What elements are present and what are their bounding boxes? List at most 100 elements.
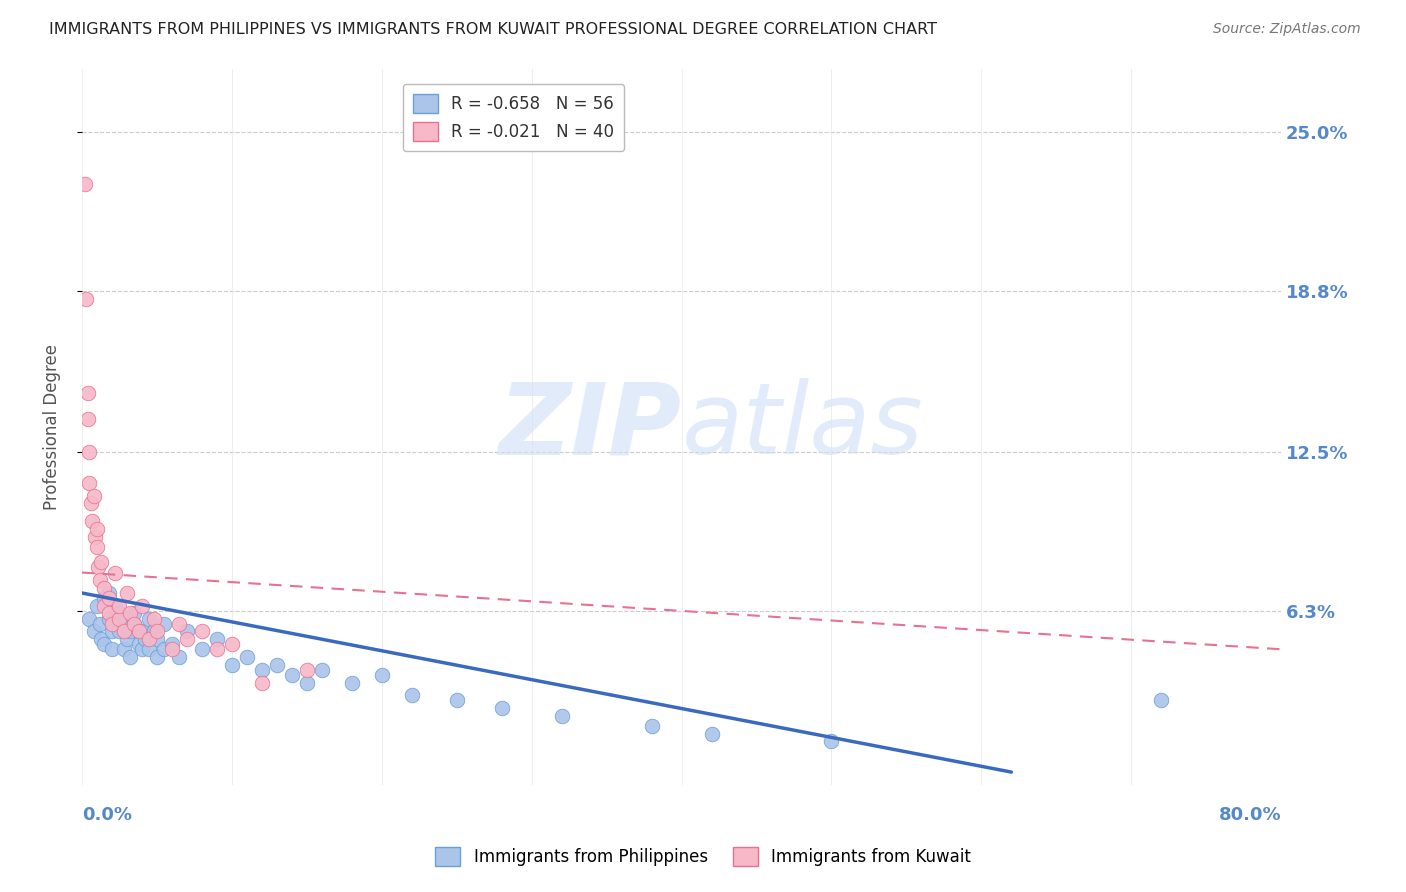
Text: 0.0%: 0.0% [82, 806, 132, 824]
Point [446, 693, 468, 707]
Point [146, 632, 169, 646]
Point [160, 637, 183, 651]
Point [131, 599, 153, 613]
Point [371, 668, 394, 682]
Point [124, 616, 146, 631]
Point [108, 611, 131, 625]
Point [108, 607, 131, 621]
Point [82, 514, 104, 528]
Point [491, 701, 513, 715]
Point [77, 412, 100, 426]
Point [115, 632, 138, 646]
Point [295, 663, 318, 677]
Point [128, 624, 150, 639]
Point [1150, 693, 1173, 707]
Point [101, 642, 124, 657]
Point [90, 555, 112, 569]
Point [146, 624, 169, 639]
Point [138, 642, 160, 657]
Point [108, 599, 131, 613]
Point [104, 566, 127, 580]
Legend: Immigrants from Philippines, Immigrants from Kuwait: Immigrants from Philippines, Immigrants … [429, 840, 977, 873]
Point [221, 637, 243, 651]
Point [118, 607, 141, 621]
Text: Source: ZipAtlas.com: Source: ZipAtlas.com [1213, 22, 1361, 37]
Point [77, 386, 100, 401]
Point [250, 675, 273, 690]
Point [75, 292, 97, 306]
Point [86, 540, 108, 554]
Point [176, 632, 198, 646]
Point [281, 668, 304, 682]
Point [73, 177, 96, 191]
Text: 80.0%: 80.0% [1219, 806, 1281, 824]
Point [205, 642, 228, 657]
Point [90, 632, 112, 646]
Point [84, 530, 107, 544]
Point [401, 689, 423, 703]
Text: IMMIGRANTS FROM PHILIPPINES VS IMMIGRANTS FROM KUWAIT PROFESSIONAL DEGREE CORREL: IMMIGRANTS FROM PHILIPPINES VS IMMIGRANT… [49, 22, 938, 37]
Point [250, 663, 273, 677]
Point [118, 649, 141, 664]
Point [205, 632, 228, 646]
Point [153, 642, 176, 657]
Y-axis label: Professional Degree: Professional Degree [44, 343, 60, 509]
Point [340, 675, 363, 690]
Legend: R = -0.658   N = 56, R = -0.021   N = 40: R = -0.658 N = 56, R = -0.021 N = 40 [404, 84, 624, 151]
Point [115, 611, 138, 625]
Point [112, 642, 135, 657]
Point [128, 637, 150, 651]
Point [86, 599, 108, 613]
Point [79, 445, 101, 459]
Point [89, 616, 111, 631]
Point [115, 586, 138, 600]
Point [142, 611, 165, 625]
Point [86, 522, 108, 536]
Point [124, 607, 146, 621]
Point [640, 719, 662, 733]
Point [146, 649, 169, 664]
Point [104, 599, 127, 613]
Point [700, 727, 723, 741]
Point [142, 624, 165, 639]
Point [79, 611, 101, 625]
Point [153, 616, 176, 631]
Point [112, 616, 135, 631]
Point [97, 611, 120, 625]
Point [93, 591, 115, 606]
Point [221, 657, 243, 672]
Point [169, 616, 191, 631]
Point [93, 599, 115, 613]
Point [191, 642, 214, 657]
Point [266, 657, 288, 672]
Point [112, 624, 135, 639]
Point [550, 708, 572, 723]
Point [104, 611, 127, 625]
Text: atlas: atlas [682, 378, 924, 475]
Point [97, 591, 120, 606]
Point [131, 642, 153, 657]
Point [80, 496, 103, 510]
Point [97, 586, 120, 600]
Point [131, 624, 153, 639]
Point [295, 675, 318, 690]
Point [176, 624, 198, 639]
Point [236, 649, 259, 664]
Point [101, 616, 124, 631]
Point [820, 734, 842, 748]
Point [169, 649, 191, 664]
Point [118, 624, 141, 639]
Text: ZIP: ZIP [499, 378, 682, 475]
Point [311, 663, 333, 677]
Point [124, 616, 146, 631]
Point [93, 581, 115, 595]
Point [89, 573, 111, 587]
Point [83, 489, 105, 503]
Point [191, 624, 214, 639]
Point [138, 632, 160, 646]
Point [93, 637, 115, 651]
Point [138, 611, 160, 625]
Point [83, 624, 105, 639]
Point [97, 607, 120, 621]
Point [108, 624, 131, 639]
